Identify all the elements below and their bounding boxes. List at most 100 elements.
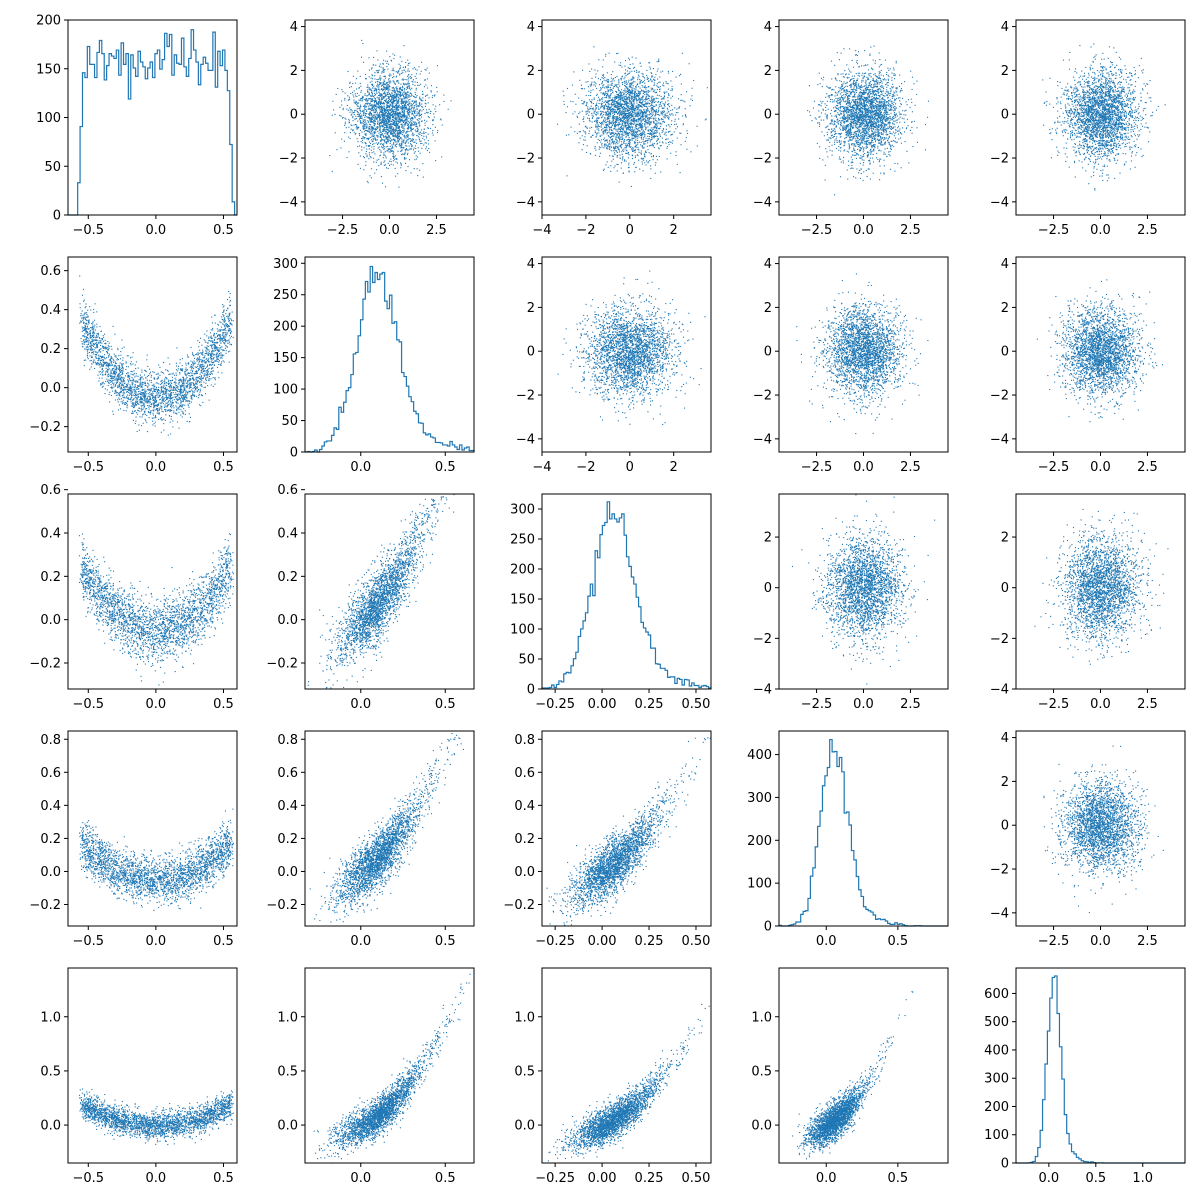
scatter-point bbox=[406, 158, 407, 159]
scatter-point bbox=[362, 138, 363, 139]
scatter-point bbox=[355, 124, 356, 125]
scatter-point bbox=[376, 50, 377, 51]
scatter-point bbox=[403, 131, 404, 132]
scatter-point bbox=[370, 101, 371, 102]
scatter-point bbox=[388, 128, 389, 129]
scatter-point bbox=[422, 120, 423, 121]
scatter-point bbox=[368, 57, 369, 58]
scatter-point bbox=[414, 117, 415, 118]
scatter-point bbox=[362, 136, 363, 137]
scatter-point bbox=[443, 101, 444, 102]
scatter-point bbox=[384, 127, 385, 128]
scatter-point bbox=[420, 84, 421, 85]
scatter-point bbox=[377, 86, 378, 87]
scatter-point bbox=[624, 66, 625, 67]
scatter-point bbox=[657, 89, 658, 90]
scatter-point bbox=[410, 148, 411, 149]
scatter-point bbox=[416, 89, 417, 90]
scatter-point bbox=[357, 114, 358, 115]
scatter-point bbox=[386, 105, 387, 106]
scatter-point bbox=[379, 107, 380, 108]
scatter-point bbox=[671, 113, 672, 114]
scatter-point bbox=[660, 82, 661, 83]
scatter-point bbox=[643, 130, 644, 131]
scatter-point bbox=[371, 92, 372, 93]
scatter-point bbox=[370, 118, 371, 119]
panel-r0-c1-ytick-label: −4 bbox=[279, 195, 298, 210]
scatter-point bbox=[655, 124, 656, 125]
scatter-point bbox=[419, 170, 420, 171]
scatter-point bbox=[385, 141, 386, 142]
scatter-point bbox=[649, 152, 650, 153]
scatter-point bbox=[367, 181, 368, 182]
scatter-point bbox=[389, 56, 390, 57]
scatter-point bbox=[403, 45, 404, 46]
scatter-point bbox=[379, 75, 380, 76]
scatter-point bbox=[424, 129, 425, 130]
scatter-point bbox=[405, 93, 406, 94]
scatter-point bbox=[396, 110, 397, 111]
scatter-point bbox=[413, 121, 414, 122]
scatter-point bbox=[375, 121, 376, 122]
scatter-point bbox=[341, 104, 342, 105]
scatter-point bbox=[373, 105, 374, 106]
scatter-point bbox=[381, 86, 382, 87]
scatter-point bbox=[405, 79, 406, 80]
scatter-point bbox=[407, 65, 408, 66]
scatter-point bbox=[374, 153, 375, 154]
scatter-point bbox=[369, 126, 370, 127]
scatter-point bbox=[386, 167, 387, 168]
scatter-point bbox=[425, 148, 426, 149]
scatter-point bbox=[426, 121, 427, 122]
scatter-point bbox=[390, 151, 391, 152]
scatter-point bbox=[393, 103, 394, 104]
scatter-point bbox=[419, 118, 420, 119]
scatter-point bbox=[417, 130, 418, 131]
scatter-point bbox=[395, 125, 396, 126]
scatter-point bbox=[437, 132, 438, 133]
scatter-point bbox=[636, 72, 637, 73]
scatter-point bbox=[379, 112, 380, 113]
scatter-point bbox=[376, 114, 377, 115]
scatter-point bbox=[349, 87, 350, 88]
scatter-point bbox=[424, 139, 425, 140]
scatter-point bbox=[413, 128, 414, 129]
scatter-point bbox=[617, 53, 618, 54]
scatter-point bbox=[678, 118, 679, 119]
scatter-point bbox=[379, 79, 380, 80]
scatter-point bbox=[384, 155, 385, 156]
scatter-point bbox=[373, 110, 374, 111]
scatter-point bbox=[414, 148, 415, 149]
scatter-point bbox=[417, 175, 418, 176]
scatter-point bbox=[393, 99, 394, 100]
scatter-point bbox=[360, 83, 361, 84]
scatter-point bbox=[344, 141, 345, 142]
scatter-point bbox=[432, 97, 433, 98]
scatter-point bbox=[397, 112, 398, 113]
scatter-point bbox=[348, 137, 349, 138]
scatter-point bbox=[344, 125, 345, 126]
scatter-point bbox=[389, 97, 390, 98]
scatter-point bbox=[377, 102, 378, 103]
scatter-point bbox=[393, 130, 394, 131]
scatter-point bbox=[366, 98, 367, 99]
scatter-point bbox=[653, 106, 654, 107]
scatter-point bbox=[387, 101, 388, 102]
scatter-point bbox=[384, 71, 385, 72]
scatter-point bbox=[401, 142, 402, 143]
scatter-point bbox=[398, 123, 399, 124]
scatter-point bbox=[421, 148, 422, 149]
scatter-point bbox=[634, 81, 635, 82]
scatter-point bbox=[401, 101, 402, 102]
scatter-point bbox=[415, 92, 416, 93]
scatter-point bbox=[401, 73, 402, 74]
scatter-point bbox=[374, 146, 375, 147]
scatter-point bbox=[395, 140, 396, 141]
scatter-point bbox=[409, 103, 410, 104]
scatter-point bbox=[365, 106, 366, 107]
scatter-point bbox=[392, 129, 393, 130]
scatter-point bbox=[649, 138, 650, 139]
scatter-point bbox=[367, 92, 368, 93]
scatter-point bbox=[408, 126, 409, 127]
scatter-point bbox=[405, 149, 406, 150]
